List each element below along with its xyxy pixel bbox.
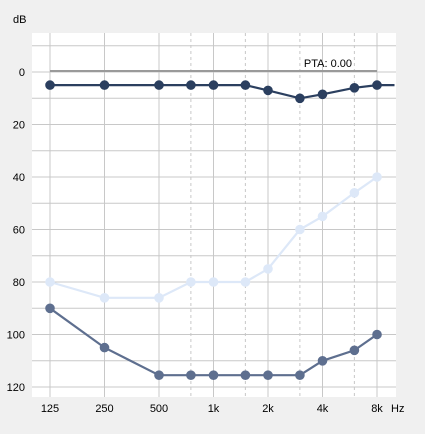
y-tick-label: 60 (13, 225, 25, 237)
y-tick-label: 40 (13, 172, 25, 184)
y-tick-label: 80 (13, 277, 25, 289)
x-tick-label: 8k (371, 403, 383, 415)
series-layer (45, 80, 395, 381)
series-2-point (263, 264, 273, 274)
pta-label: PTA: 0.00 (304, 58, 352, 70)
series-2-point (317, 211, 328, 222)
series-3-point (263, 370, 273, 381)
series-1-point (263, 85, 273, 96)
y-tick-label: 20 (13, 120, 25, 132)
series-1-point (240, 80, 251, 90)
y-unit-label: dB (13, 14, 26, 26)
x-unit-label: Hz (391, 403, 404, 415)
series-3-point (208, 370, 219, 381)
y-tick-label: 120 (7, 382, 25, 394)
x-tick-label: 500 (150, 403, 168, 415)
series-1-point (317, 89, 328, 100)
series-1-point (186, 80, 196, 90)
series-3-point (45, 303, 55, 314)
series-3-point (99, 342, 110, 353)
series-2-point (372, 172, 382, 182)
x-tick-label: 4k (317, 403, 329, 415)
series-1-point (295, 93, 305, 104)
series-2-point (186, 277, 196, 287)
series-2-point (99, 293, 110, 303)
x-tick-label: 250 (95, 403, 113, 415)
y-axis: 0 20 40 60 80 100 120 (7, 67, 25, 394)
series-3-point (372, 329, 382, 340)
series-1-point (208, 80, 219, 90)
x-tick-label: 1k (208, 403, 220, 415)
series-3-point (240, 370, 251, 381)
series-1-point (45, 80, 55, 90)
series-2-point (208, 277, 219, 287)
series-1-point (154, 80, 164, 90)
y-tick-label: 100 (7, 330, 25, 342)
x-tick-label: 125 (41, 403, 59, 415)
series-2-point (45, 277, 55, 287)
series-2-point (295, 224, 305, 235)
pta-reference: PTA: 0.00 (50, 58, 377, 72)
series-2-point (240, 277, 251, 287)
series-2-point (349, 188, 360, 198)
series-2-point (154, 293, 164, 303)
series-3-point (349, 345, 360, 356)
x-tick-label: 2k (262, 403, 274, 415)
x-axis: 125 250 500 1k 2k 4k 8k (41, 403, 383, 415)
series-3-point (154, 370, 164, 381)
series-3-point (295, 370, 305, 381)
series-1-point (99, 80, 110, 90)
series-3-point (317, 356, 328, 366)
y-tick-label: 0 (19, 67, 25, 79)
series-1-point (349, 83, 360, 93)
series-3-point (186, 370, 196, 381)
series-1-point (372, 80, 382, 90)
